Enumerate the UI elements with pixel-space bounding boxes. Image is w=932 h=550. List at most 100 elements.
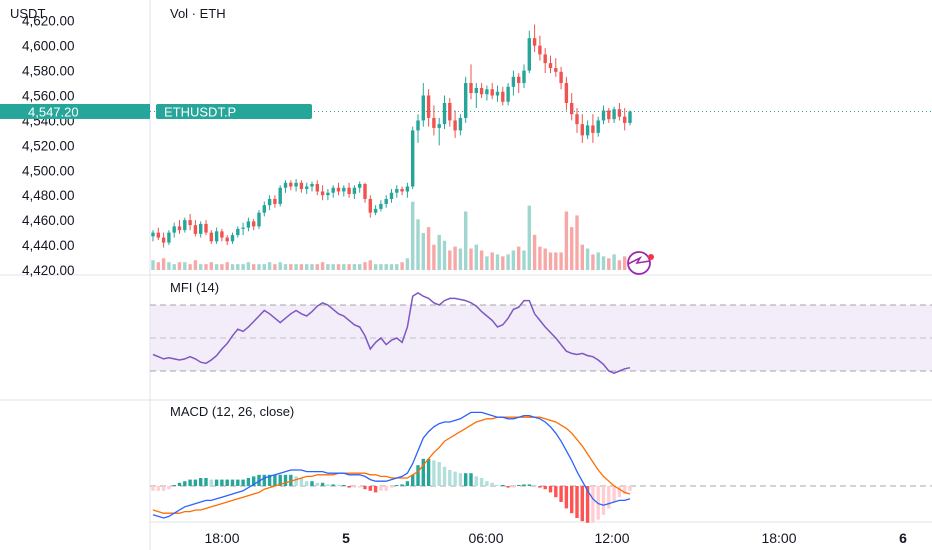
macd-histogram-bar [554, 486, 558, 498]
volume-bar [458, 248, 463, 270]
candle-body [575, 114, 579, 125]
symbol-label: ETHUSDT.P [164, 104, 236, 119]
macd-histogram-bar [485, 481, 489, 486]
flash-icon[interactable] [627, 251, 654, 275]
volume-bar [294, 264, 298, 270]
macd-histogram-bar [432, 460, 436, 486]
candle-body [543, 54, 547, 64]
macd-histogram-bar [352, 486, 357, 488]
macd-histogram-bar [177, 482, 182, 486]
volume-bar [501, 256, 505, 270]
macd-histogram-bar [469, 473, 473, 486]
candle-body [601, 110, 606, 121]
macd-histogram-bar [278, 474, 282, 486]
volume-bar [506, 254, 510, 270]
macd-histogram-bar [490, 482, 494, 486]
macd-legend[interactable]: MACD (12, 26, close) [170, 404, 294, 419]
volume-bar [167, 262, 171, 270]
price-tick: 4,600.00 [22, 39, 75, 54]
volume-bar [172, 264, 176, 270]
candle-body [532, 38, 537, 46]
macd-histogram-bar [262, 474, 266, 486]
volume-bar [246, 262, 251, 270]
volume-bar [347, 264, 351, 270]
candle-body [358, 184, 362, 188]
macd-histogram-bar [347, 486, 351, 488]
volume-bar [214, 264, 219, 270]
candle-body [172, 226, 176, 233]
volume-bar [267, 262, 272, 270]
volume-bar [437, 234, 441, 270]
candle-body [220, 231, 224, 238]
candle-body [458, 117, 463, 131]
candle-body [347, 187, 351, 194]
volume-bar [395, 264, 399, 270]
macd-histogram-bar [214, 479, 219, 486]
volume-bar [331, 264, 335, 270]
candle-body [246, 221, 251, 228]
macd-histogram-bar [220, 479, 224, 486]
volume-bar [241, 264, 245, 270]
macd-histogram-bar [580, 486, 584, 522]
volume-bar [453, 246, 457, 270]
volume-bar [495, 254, 500, 270]
price-scale[interactable]: 4,620.004,600.004,580.004,560.004,540.00… [22, 14, 75, 278]
macd-histogram-bar [389, 486, 394, 488]
volume-bar [183, 262, 187, 270]
candle-body [548, 63, 553, 69]
volume-bar [485, 256, 489, 270]
volume-bar [527, 205, 531, 270]
macd-histogram-bar [368, 486, 372, 491]
macd-histogram-bar [193, 479, 198, 486]
mfi-legend[interactable]: MFI (14) [170, 280, 219, 295]
candle-body [241, 227, 245, 229]
candle-body [506, 86, 510, 102]
candlesticks [151, 24, 632, 248]
volume-bar [230, 264, 235, 270]
candle-body [522, 70, 526, 84]
macd-histogram-bar [421, 458, 425, 486]
volume-bar [225, 262, 229, 270]
volume-bar [596, 252, 600, 270]
candle-body [453, 120, 457, 131]
macd-histogram-bar [199, 478, 203, 486]
time-axis[interactable]: 18:00 5 06:00 12:00 18:00 6 [204, 530, 907, 546]
candle-body [591, 125, 595, 133]
candle-body [257, 212, 261, 227]
macd-histogram-bar [617, 486, 622, 498]
volume-bar [262, 264, 266, 270]
macd-histogram-bar [161, 486, 166, 491]
macd-histogram-bar [358, 486, 362, 488]
candle-body [554, 68, 558, 72]
candle-body [252, 221, 256, 227]
price-tick: 4,460.00 [22, 213, 75, 228]
volume-bar [209, 262, 213, 270]
candle-body [580, 124, 584, 136]
candle-body [389, 192, 394, 199]
candle-body [416, 120, 420, 131]
volume-bar [421, 232, 425, 270]
candle-body [464, 83, 468, 118]
candle-body [628, 111, 632, 123]
candle-body [336, 187, 341, 192]
macd-histogram-bar [283, 474, 288, 486]
volume-bar [411, 201, 415, 270]
macd-signal-line [152, 416, 631, 514]
volume-bar [511, 250, 516, 270]
volume-bar [580, 244, 584, 270]
candle-body [490, 89, 494, 96]
price-tick: 4,440.00 [22, 238, 75, 253]
macd-histogram-bar [267, 474, 272, 486]
candle-body [262, 205, 266, 213]
volume-bar [310, 264, 314, 270]
macd-histogram-bar [172, 485, 176, 486]
volume-legend[interactable]: Vol · ETH [170, 6, 226, 21]
candle-body [151, 232, 155, 237]
candle-body [177, 226, 182, 231]
macd-histogram-bar [331, 484, 335, 486]
volume-bar [193, 260, 198, 270]
macd-histogram-bar [517, 485, 521, 486]
candle-body [305, 186, 309, 189]
macd-histogram-bar [458, 473, 463, 486]
